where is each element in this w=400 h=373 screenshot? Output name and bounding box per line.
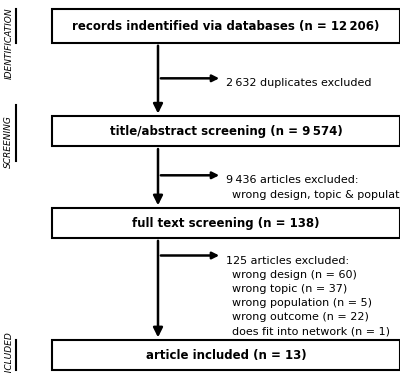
Text: wrong design, topic & population: wrong design, topic & population	[232, 190, 400, 200]
Text: wrong topic (n = 37): wrong topic (n = 37)	[232, 284, 347, 294]
Text: article included (n = 13): article included (n = 13)	[146, 349, 306, 361]
Text: wrong outcome (n = 22): wrong outcome (n = 22)	[232, 312, 369, 322]
Text: 2 632 duplicates excluded: 2 632 duplicates excluded	[226, 78, 372, 88]
Text: INCLUDED: INCLUDED	[4, 332, 13, 373]
Bar	[52, 208, 400, 238]
Text: does fit into network (n = 1): does fit into network (n = 1)	[232, 326, 390, 336]
Text: wrong design (n = 60): wrong design (n = 60)	[232, 270, 357, 280]
Text: IDENTIFICATION: IDENTIFICATION	[4, 7, 13, 79]
Text: full text screening (n = 138): full text screening (n = 138)	[132, 217, 320, 229]
Text: SCREENING: SCREENING	[4, 115, 13, 168]
Text: records indentified via databases (n = 12 206): records indentified via databases (n = 1…	[72, 20, 380, 32]
Bar	[52, 9, 400, 43]
Text: 9 436 articles excluded:: 9 436 articles excluded:	[226, 175, 358, 185]
Bar	[52, 116, 400, 146]
Text: title/abstract screening (n = 9 574): title/abstract screening (n = 9 574)	[110, 125, 342, 138]
Bar	[52, 340, 400, 370]
Text: 125 articles excluded:: 125 articles excluded:	[226, 256, 349, 266]
Text: wrong population (n = 5): wrong population (n = 5)	[232, 298, 372, 308]
